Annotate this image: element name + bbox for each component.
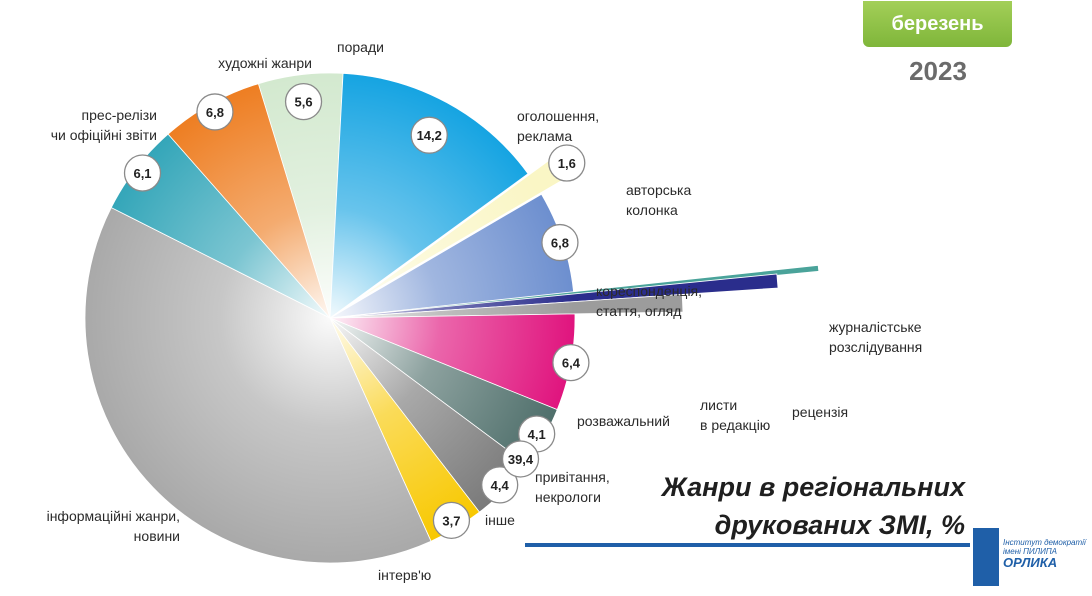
slice-1-category-label-line-1: поради	[337, 39, 384, 55]
slice-2-category-label-line-1: оголошення,	[517, 108, 599, 124]
slice-10-category-label-line-1: інше	[485, 512, 515, 528]
slice-6-category-label-line-1: рецензія	[792, 404, 848, 420]
slice-5-category-label-line-1: журналістське	[829, 319, 922, 335]
slice-7-category-label-line-2: в редакцію	[700, 417, 770, 433]
title-underline	[525, 543, 970, 547]
slice-9-category-label-line-2: некрологи	[535, 489, 601, 505]
slice-12-category-label-line-1: інформаційні жанри,	[47, 508, 180, 524]
slice-3-value-label: 1,6	[558, 156, 576, 171]
chart-title: Жанри в регіональних друкованих ЗМІ, %	[560, 468, 965, 544]
logo-text: Інститут демократії імені ПИЛИПА ОРЛИКА	[1003, 538, 1091, 570]
logo-line-3: ОРЛИКА	[1003, 555, 1058, 570]
slice-1-value-label: 5,6	[295, 95, 313, 110]
slice-3-category-label-line-2: колонка	[626, 202, 678, 218]
slice-12-value-label: 39,4	[508, 452, 534, 467]
slice-8-category-label-line-1: розважальний	[577, 413, 670, 429]
slice-13-category-label-line-1: прес-релізи	[82, 107, 157, 123]
slice-11-value-label: 3,7	[442, 513, 460, 528]
slice-4-value-bubble	[541, 223, 579, 262]
logo-line-1: Інститут демократії	[1003, 538, 1086, 547]
slice-14-category-label-line-1: художні жанри	[218, 55, 312, 71]
slice-3-value-bubble	[548, 144, 586, 182]
slice-5-category-label-line-2: розслідування	[829, 339, 922, 355]
slice-13-value-label: 6,1	[133, 166, 151, 181]
institute-logo: Інститут демократії імені ПИЛИПА ОРЛИКА	[973, 528, 1091, 594]
slice-11-value-bubble	[432, 501, 471, 540]
slice-7-category-label-line-1: листи	[700, 397, 737, 413]
slice-8-value-label: 6,4	[562, 356, 581, 371]
slice-9-value-label: 4,1	[528, 427, 546, 442]
slice-4-category-label-line-2: стаття, огляд	[596, 303, 681, 319]
slice-12-value-bubble	[501, 440, 540, 478]
slice-11-category-label-line-1: інтерв'ю	[378, 567, 431, 583]
slice-13-value-bubble	[123, 154, 162, 192]
slice-2-value-label: 14,2	[417, 128, 442, 143]
slice-2-value-bubble	[410, 116, 448, 154]
slice-14-value-bubble	[196, 93, 234, 131]
slice-4-category-label-line-1: кореспонденція,	[596, 283, 702, 299]
chart-title-line-1: Жанри в регіональних	[661, 472, 965, 502]
logo-emblem-icon	[973, 528, 999, 586]
slice-2-category-label-line-2: реклама	[517, 128, 572, 144]
slice-9-category-label-line-1: привітання,	[535, 469, 610, 485]
slice-12-category-label-line-2: новини	[134, 528, 180, 544]
slice-10-value-bubble	[481, 466, 519, 504]
slice-10-value-label: 4,4	[491, 478, 510, 493]
chart-title-line-2: друкованих ЗМІ, %	[714, 510, 965, 540]
slice-1-value-bubble	[284, 82, 323, 121]
slice-4-value-label: 6,8	[551, 236, 569, 251]
month-badge: березень	[863, 1, 1012, 47]
slice-13-category-label-line-2: чи офіційні звіти	[51, 127, 157, 143]
slice-14-value-label: 6,8	[206, 105, 224, 120]
logo-line-2: імені ПИЛИПА	[1003, 547, 1057, 556]
year-label: 2023	[909, 56, 967, 86]
slice-3-category-label-line-1: авторська	[626, 182, 691, 198]
slice-8-value-bubble	[552, 343, 590, 382]
